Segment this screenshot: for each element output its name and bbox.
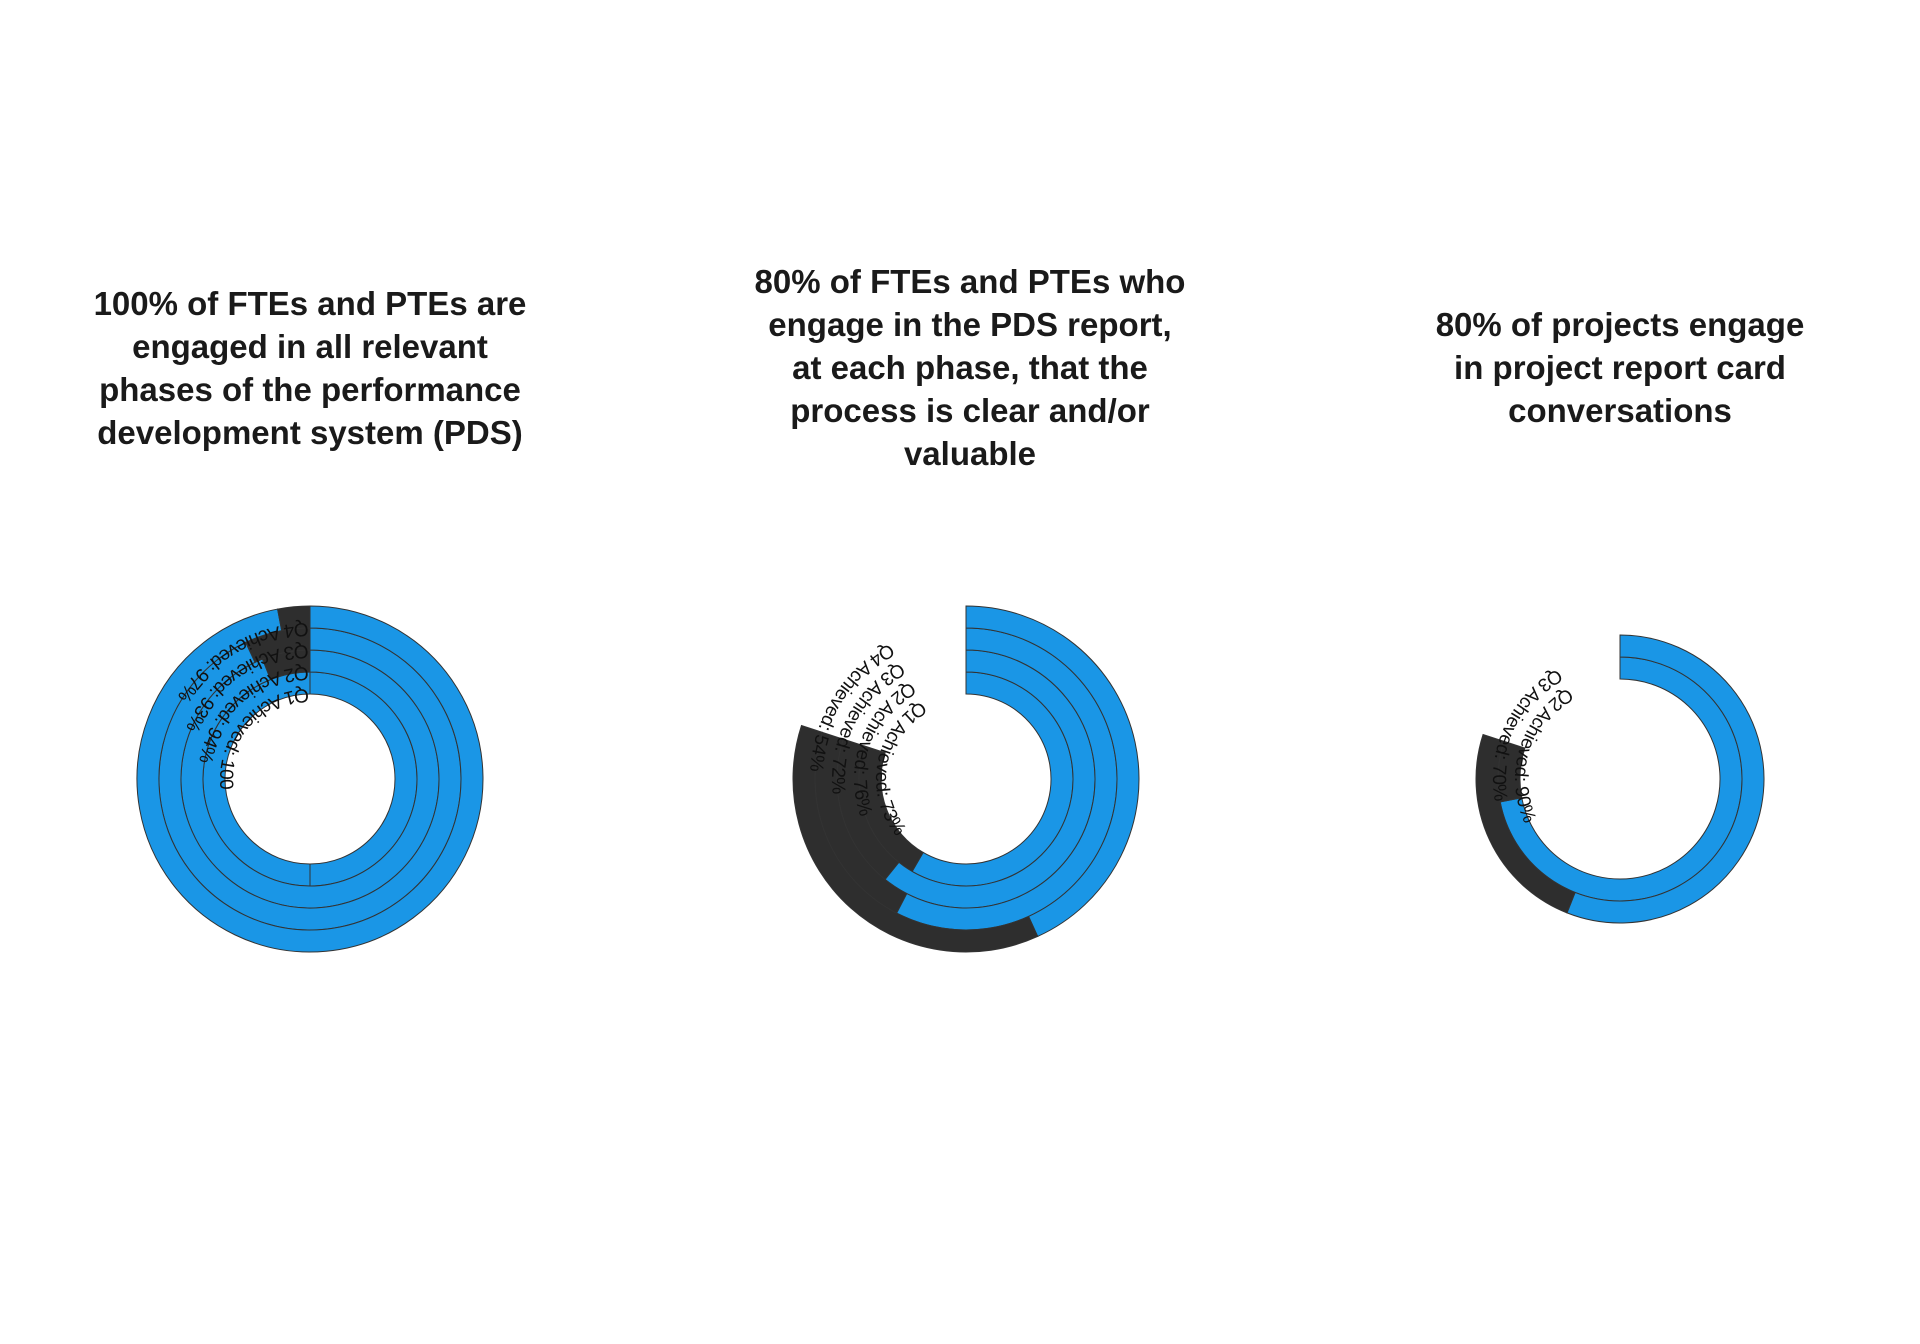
chart-title: 100% of FTEs and PTEs are engaged in all… (93, 285, 527, 451)
radial-bar-chart: Q1 Achieved: 100%Q2 Achieved: 94%Q3 Achi… (0, 0, 484, 953)
radial-bar-chart: Q1 Achieved: 73%Q2 Achieved: 76%Q3 Achie… (792, 605, 1140, 953)
chart-title: 80% of projects engage in project report… (1435, 306, 1805, 429)
remaining-arc-q3 (1475, 733, 1576, 914)
chart-panel-3: 80% of projects engage in project report… (1300, 0, 1920, 1344)
radial-bar-chart: Q2 Achieved: 90%Q3 Achieved: 70% (1475, 634, 1765, 924)
achieved-arc-q3 (1566, 634, 1765, 924)
chart-title: 80% of FTEs and PTEs who engage in the P… (754, 263, 1186, 472)
remaining-arc-q4 (276, 605, 311, 632)
chart-panel-1: 100% of FTEs and PTEs are engaged in all… (0, 0, 620, 1344)
remaining-arc-q4 (792, 724, 1039, 953)
achieved-arc-q4 (136, 605, 484, 953)
chart-panel-2: 80% of FTEs and PTEs who engage in the P… (660, 0, 1280, 1344)
